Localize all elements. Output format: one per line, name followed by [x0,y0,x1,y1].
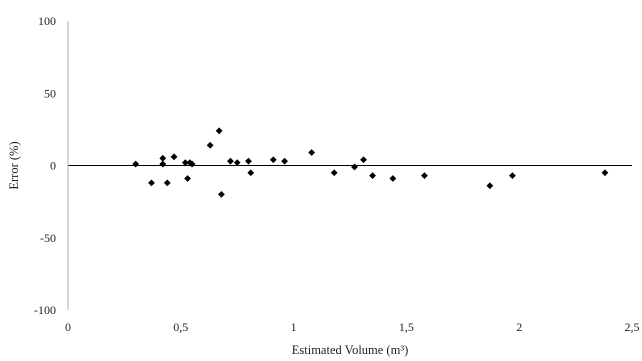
data-point [132,160,140,168]
data-point [308,149,316,156]
data-point [148,179,155,187]
data-point [163,179,171,187]
data-point [351,163,358,171]
data-point [247,169,255,177]
x-tick-labels: 0 0,5 1 1,5 2 2,5 [65,320,640,334]
data-point [184,175,191,182]
data-point [421,172,428,180]
data-point [330,169,338,177]
data-point [360,156,367,164]
data-point [369,172,376,180]
data-point [181,159,189,167]
x-tick-label: 2 [516,320,522,334]
data-point [601,169,609,177]
y-tick-labels: 100 50 0 -50 -100 [34,14,56,317]
x-tick-label: 2,5 [625,320,640,334]
data-point [233,159,241,167]
data-point [218,191,225,198]
y-axis-title: Error (%) [7,141,21,189]
x-tick-label: 1 [291,320,297,334]
data-point [215,127,223,135]
data-point [509,172,516,180]
data-point [281,157,288,165]
data-point [389,175,397,182]
x-tick-label: 1,5 [399,320,414,334]
y-tick-label: 100 [38,14,56,28]
data-point [245,157,252,165]
y-tick-label: 0 [50,159,56,173]
y-tick-label: 50 [44,86,56,100]
x-tick-label: 0,5 [173,320,188,334]
data-point [227,157,234,165]
y-tick-label: -100 [34,303,56,317]
data-points [132,127,609,198]
y-tick-label: -50 [40,231,56,245]
data-point [170,153,178,161]
x-axis-title: Estimated Volume (m³) [292,343,408,357]
data-point [269,156,277,164]
data-point [486,182,494,190]
data-point [159,154,167,162]
x-tick-label: 0 [65,320,71,334]
data-point [188,160,196,168]
data-point [159,160,167,168]
data-point [206,141,214,149]
